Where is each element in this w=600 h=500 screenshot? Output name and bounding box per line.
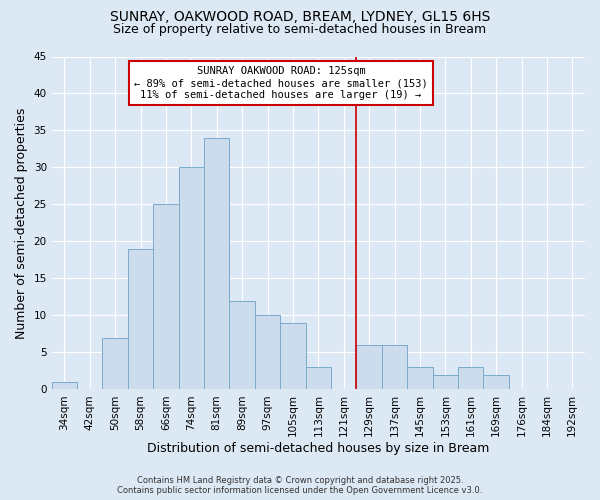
Bar <box>356 345 382 390</box>
Bar <box>255 316 280 390</box>
Bar <box>458 368 484 390</box>
Text: Size of property relative to semi-detached houses in Bream: Size of property relative to semi-detach… <box>113 22 487 36</box>
Bar <box>433 374 458 390</box>
X-axis label: Distribution of semi-detached houses by size in Bream: Distribution of semi-detached houses by … <box>147 442 490 455</box>
Bar <box>204 138 229 390</box>
Bar <box>382 345 407 390</box>
Bar <box>128 249 153 390</box>
Bar <box>103 338 128 390</box>
Text: Contains HM Land Registry data © Crown copyright and database right 2025.
Contai: Contains HM Land Registry data © Crown c… <box>118 476 482 495</box>
Bar <box>153 204 179 390</box>
Bar <box>52 382 77 390</box>
Y-axis label: Number of semi-detached properties: Number of semi-detached properties <box>15 108 28 338</box>
Bar <box>484 374 509 390</box>
Bar <box>179 168 204 390</box>
Text: SUNRAY OAKWOOD ROAD: 125sqm
← 89% of semi-detached houses are smaller (153)
11% : SUNRAY OAKWOOD ROAD: 125sqm ← 89% of sem… <box>134 66 428 100</box>
Bar <box>280 323 305 390</box>
Bar <box>305 368 331 390</box>
Text: SUNRAY, OAKWOOD ROAD, BREAM, LYDNEY, GL15 6HS: SUNRAY, OAKWOOD ROAD, BREAM, LYDNEY, GL1… <box>110 10 490 24</box>
Bar <box>407 368 433 390</box>
Bar <box>229 300 255 390</box>
